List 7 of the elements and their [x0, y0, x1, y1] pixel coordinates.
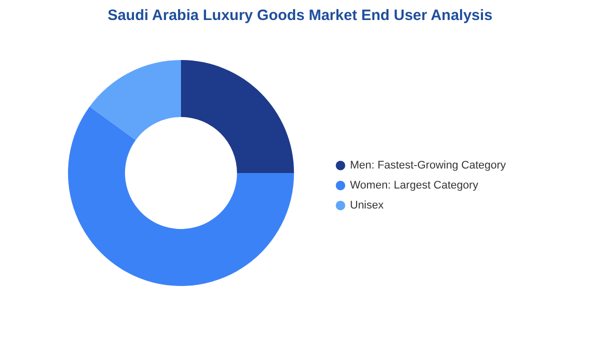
legend-label: Unisex: [350, 200, 384, 212]
chart-title: Saudi Arabia Luxury Goods Market End User Analysis: [106, 6, 494, 26]
legend-label: Women: Largest Category: [350, 180, 479, 192]
legend-label: Men: Fastest-Growing Category: [350, 160, 506, 172]
donut-slice: [68, 106, 294, 286]
donut-slice: [181, 60, 294, 173]
donut-slice: [90, 60, 181, 140]
